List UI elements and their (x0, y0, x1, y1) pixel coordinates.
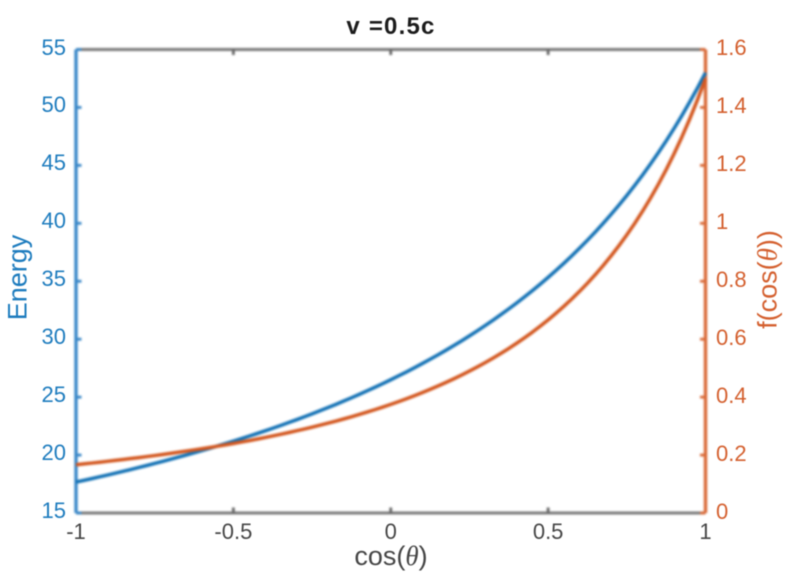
right-tick-label: 1.6 (716, 35, 747, 60)
right-tick-label: 0.8 (716, 266, 747, 292)
series-energy (75, 71, 708, 484)
right-tick-label: 1.4 (716, 92, 747, 118)
left-tick-label: 35 (41, 266, 66, 292)
x-tick-label: 0.5 (532, 518, 564, 544)
series-f (75, 77, 708, 467)
right-tick-label: 1.2 (716, 150, 747, 176)
left-tick-label: 30 (41, 324, 66, 350)
theta-symbol-right: θ (752, 248, 783, 262)
left-tick-label: 20 (41, 440, 66, 466)
x-tick-label: 0 (384, 518, 397, 544)
theta-symbol: θ (405, 541, 419, 571)
left-tick-label: 15 (41, 498, 66, 523)
left-tick-label: 40 (41, 208, 66, 234)
x-tick-label: -0.5 (214, 518, 253, 544)
left-tick-label: 45 (41, 150, 66, 176)
x-axis-label-close: ) (418, 541, 428, 571)
right-tick-label: 0.2 (716, 440, 747, 466)
x-axis-label-text: cos( (354, 541, 406, 571)
x-tick-label: 1 (699, 518, 712, 544)
left-tick-label: 50 (41, 92, 66, 118)
x-tick-label: -1 (66, 518, 86, 544)
chart-title: v =0.5c (346, 13, 436, 40)
right-tick-label: 1 (716, 208, 729, 234)
left-tick-label: 55 (41, 34, 66, 60)
right-tick-label: 0 (716, 498, 729, 524)
x-axis-label: cos(θ) (0, 541, 782, 572)
left-tick-label: 25 (41, 382, 66, 408)
right-tick-label: 0.6 (716, 324, 747, 350)
right-tick-label: 0.4 (716, 382, 747, 408)
